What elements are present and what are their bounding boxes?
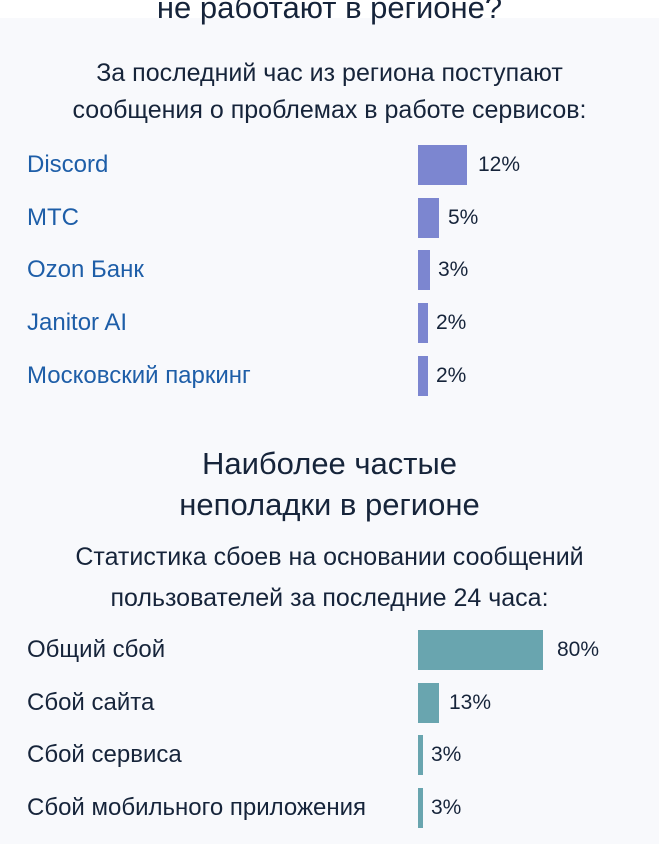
issues-subtitle-line1: Статистика сбоев на основании сообщений [75,543,584,571]
service-link-mts[interactable]: МТС [27,204,79,231]
service-link-ozon-bank[interactable]: Ozon Банк [27,256,144,283]
service-link-moscow-parking[interactable]: Московский паркинг [27,362,251,389]
issue-row-service-failure: Сбой сервиса 3% [0,735,659,775]
service-row-discord: Discord 12% [0,145,659,185]
issues-subtitle-line2: пользователей за последние 24 часа: [110,584,549,612]
service-bar-discord [418,145,467,185]
issue-row-site-failure: Сбой сайта 13% [0,683,659,723]
service-row-ozon-bank: Ozon Банк 3% [0,250,659,290]
issues-section-title-line1: Наиболее частые [201,446,458,481]
issue-label-mobile-app-failure: Сбой мобильного приложения [27,794,367,821]
service-percent-janitor-ai: 2% [436,311,467,334]
service-row-janitor-ai: Janitor AI 2% [0,303,659,343]
issue-percent-service-failure: 3% [431,743,462,766]
top-bar [0,0,659,18]
issue-percent-site-failure: 13% [449,691,492,714]
service-bar-ozon-bank [418,250,430,290]
issue-row-mobile-app-failure: Сбой мобильного приложения 3% [0,788,659,828]
services-subtitle-line1: За последний час из региона поступают [96,59,563,87]
issue-label-general-failure: Общий сбой [27,636,166,663]
services-section-title: не работают в регионе? [156,0,503,25]
service-bar-mts [418,198,439,238]
service-percent-ozon-bank: 3% [438,258,469,281]
issue-label-site-failure: Сбой сайта [27,689,155,716]
service-bar-janitor-ai [418,303,428,343]
issue-label-service-failure: Сбой сервиса [27,741,182,768]
service-row-mts: МТС 5% [0,198,659,238]
service-bar-moscow-parking [418,356,428,396]
issue-bar-general-failure [418,630,543,670]
service-row-moscow-parking: Московский паркинг 2% [0,356,659,396]
service-percent-discord: 12% [478,153,521,176]
issue-bar-site-failure [418,683,439,723]
issue-bar-service-failure [418,735,423,775]
issue-percent-general-failure: 80% [557,638,600,661]
services-subtitle-line2: сообщения о проблемах в работе сервисов: [72,96,587,124]
issue-percent-mobile-app-failure: 3% [431,796,462,819]
service-link-discord[interactable]: Discord [27,151,109,178]
issue-bar-mobile-app-failure [418,788,423,828]
issues-section-title-line2: неполадки в регионе [179,487,480,522]
issue-row-general-failure: Общий сбой 80% [0,630,659,670]
service-percent-moscow-parking: 2% [436,364,467,387]
service-link-janitor-ai[interactable]: Janitor AI [27,309,128,336]
service-percent-mts: 5% [448,206,479,229]
